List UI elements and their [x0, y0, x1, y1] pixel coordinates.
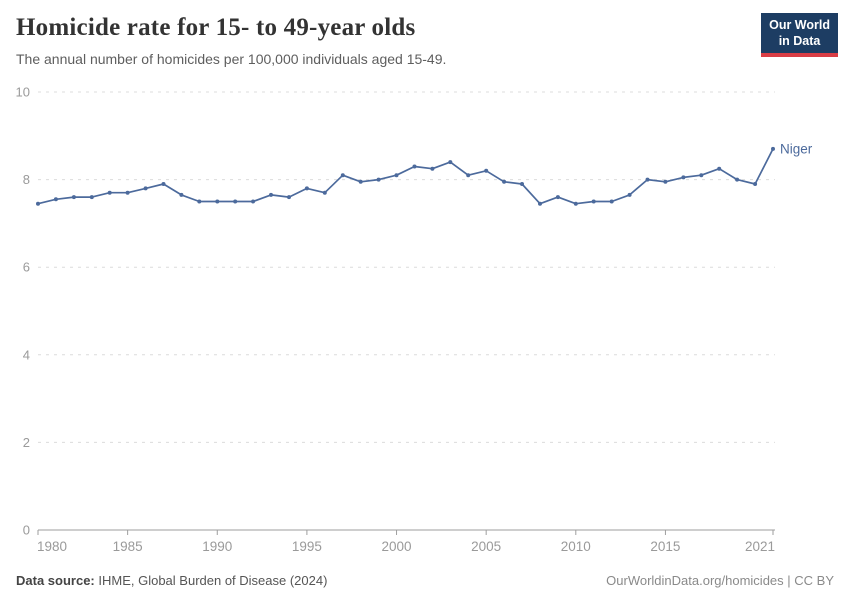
data-point[interactable]	[502, 179, 507, 184]
data-point[interactable]	[771, 146, 775, 151]
data-point[interactable]	[143, 186, 148, 191]
x-tick-label: 1985	[113, 539, 143, 554]
data-point[interactable]	[125, 190, 130, 195]
data-point[interactable]	[753, 182, 758, 186]
data-point[interactable]	[520, 182, 524, 186]
data-point[interactable]	[394, 173, 399, 178]
trend-line[interactable]	[37, 148, 774, 205]
y-tick-label: 10	[16, 85, 30, 100]
data-point[interactable]	[663, 179, 668, 184]
line-chart[interactable]: 0 2 4 6 8 10 1980 1985 1990 1995 2000 2005 2010 2015 2…	[0, 0, 850, 560]
data-point[interactable]	[71, 195, 76, 200]
data-point[interactable]	[376, 177, 381, 182]
data-point[interactable]	[555, 195, 560, 200]
data-point[interactable]	[681, 175, 686, 180]
x-tick-label: 2000	[382, 539, 412, 554]
data-point[interactable]	[36, 201, 40, 206]
data-point[interactable]	[627, 192, 632, 197]
data-point[interactable]	[287, 195, 291, 200]
data-point[interactable]	[107, 190, 112, 195]
data-point[interactable]	[251, 199, 256, 204]
x-tick-label: 2021	[745, 539, 775, 554]
data-point[interactable]	[340, 173, 345, 178]
data-point[interactable]	[89, 195, 94, 200]
x-tick-label: 1995	[292, 539, 322, 554]
data-point[interactable]	[448, 160, 453, 165]
y-tick-label: 4	[23, 347, 30, 362]
data-point[interactable]	[179, 192, 184, 197]
x-tick-label: 1980	[37, 539, 67, 554]
x-tick-label: 1990	[202, 539, 232, 554]
page-title: Homicide rate for 15- to 49-year olds	[16, 14, 416, 41]
data-point[interactable]	[430, 166, 435, 171]
data-point[interactable]	[269, 192, 273, 197]
data-point[interactable]	[304, 186, 309, 191]
data-point[interactable]	[233, 199, 238, 204]
data-point[interactable]	[645, 177, 650, 182]
owid-logo-line2: in Data	[778, 33, 821, 48]
x-tick-label: 2015	[650, 539, 680, 554]
data-source-label: Data source:	[16, 573, 95, 588]
chart-subtitle: The annual number of homicides per 100,0…	[16, 51, 447, 67]
data-point[interactable]	[573, 201, 578, 206]
data-source: Data source: IHME, Global Burden of Dise…	[16, 573, 327, 588]
data-point[interactable]	[735, 177, 740, 182]
data-point[interactable]	[215, 199, 220, 204]
x-tick-label: 2010	[561, 539, 591, 554]
owid-logo[interactable]: Our World in Data	[761, 13, 838, 58]
data-point[interactable]	[717, 166, 722, 171]
series-label[interactable]: Niger	[780, 141, 813, 156]
chart-header: Homicide rate for 15- to 49-year olds Th…	[0, 0, 850, 67]
chart-footer: Data source: IHME, Global Burden of Dise…	[0, 573, 850, 588]
data-point[interactable]	[699, 173, 704, 178]
data-point[interactable]	[161, 182, 166, 186]
data-point[interactable]	[412, 164, 417, 169]
data-point[interactable]	[591, 199, 596, 204]
data-point[interactable]	[484, 168, 489, 173]
owid-logo-line1: Our World	[769, 18, 830, 32]
data-point[interactable]	[609, 199, 614, 204]
data-point[interactable]	[466, 173, 471, 178]
x-tick-label: 2005	[471, 539, 501, 554]
y-tick-label: 2	[23, 435, 30, 450]
data-point[interactable]	[358, 179, 363, 184]
credit-link[interactable]: OurWorldinData.org/homicides | CC BY	[606, 573, 834, 588]
chart-canvas[interactable]: 0 2 4 6 8 10 1980 1985 1990 1995 2000 2005 2010 2015 2…	[0, 0, 850, 560]
data-source-value: IHME, Global Burden of Disease (2024)	[98, 573, 328, 588]
y-tick-label: 8	[23, 172, 30, 187]
data-point[interactable]	[53, 197, 58, 202]
y-tick-label: 6	[23, 260, 30, 275]
data-point[interactable]	[197, 199, 202, 204]
data-point[interactable]	[322, 190, 327, 195]
data-point[interactable]	[538, 201, 542, 206]
y-tick-label: 0	[23, 523, 30, 538]
